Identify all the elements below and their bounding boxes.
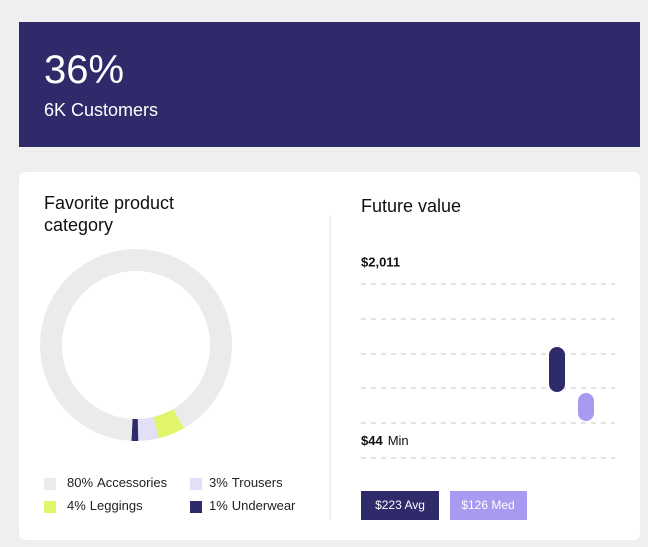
legend-value: 4%	[67, 498, 86, 513]
med-pill	[450, 491, 527, 520]
med-text: $126 Med	[461, 498, 514, 512]
legend-name: Leggings	[90, 498, 143, 513]
range-bar	[578, 393, 594, 421]
legend-label: 1% Underwear	[209, 498, 296, 513]
min-label: Min	[388, 433, 409, 448]
avg-pill	[361, 491, 439, 520]
kpi-banner: 36% 6K Customers	[19, 22, 640, 147]
min-text: $44 Min	[361, 433, 409, 448]
legend-value: 80%	[67, 475, 93, 490]
legend-name: Underwear	[232, 498, 296, 513]
legend-label: 4% Leggings	[67, 498, 143, 513]
max-label: $2,011	[361, 254, 400, 269]
legend-value: 1%	[209, 498, 228, 513]
donut-title: Favorite product category	[44, 193, 175, 235]
dash-lines	[361, 283, 615, 459]
legend-label: 80% Accessories	[67, 475, 168, 490]
avg-text: $223 Avg	[375, 498, 425, 512]
legend-swatch	[190, 478, 202, 490]
legend-name: Accessories	[97, 475, 168, 490]
donut-segment	[137, 416, 159, 441]
range-bar	[549, 347, 565, 392]
future-title: Future value	[361, 196, 461, 216]
legend-swatch	[44, 478, 56, 490]
legend-swatch	[190, 501, 202, 513]
kpi-label: 6K Customers	[44, 100, 159, 120]
legend-value: 3%	[209, 475, 228, 490]
legend-label: 3% Trousers	[209, 475, 283, 490]
title-box: Favorite product category	[44, 193, 175, 235]
legend-swatch	[44, 501, 56, 513]
min-value: $44	[361, 433, 383, 448]
donut-segment	[40, 249, 232, 441]
kpi-value: 36%	[44, 48, 125, 92]
legend-name: Trousers	[232, 475, 283, 490]
donut-segment	[153, 408, 184, 439]
